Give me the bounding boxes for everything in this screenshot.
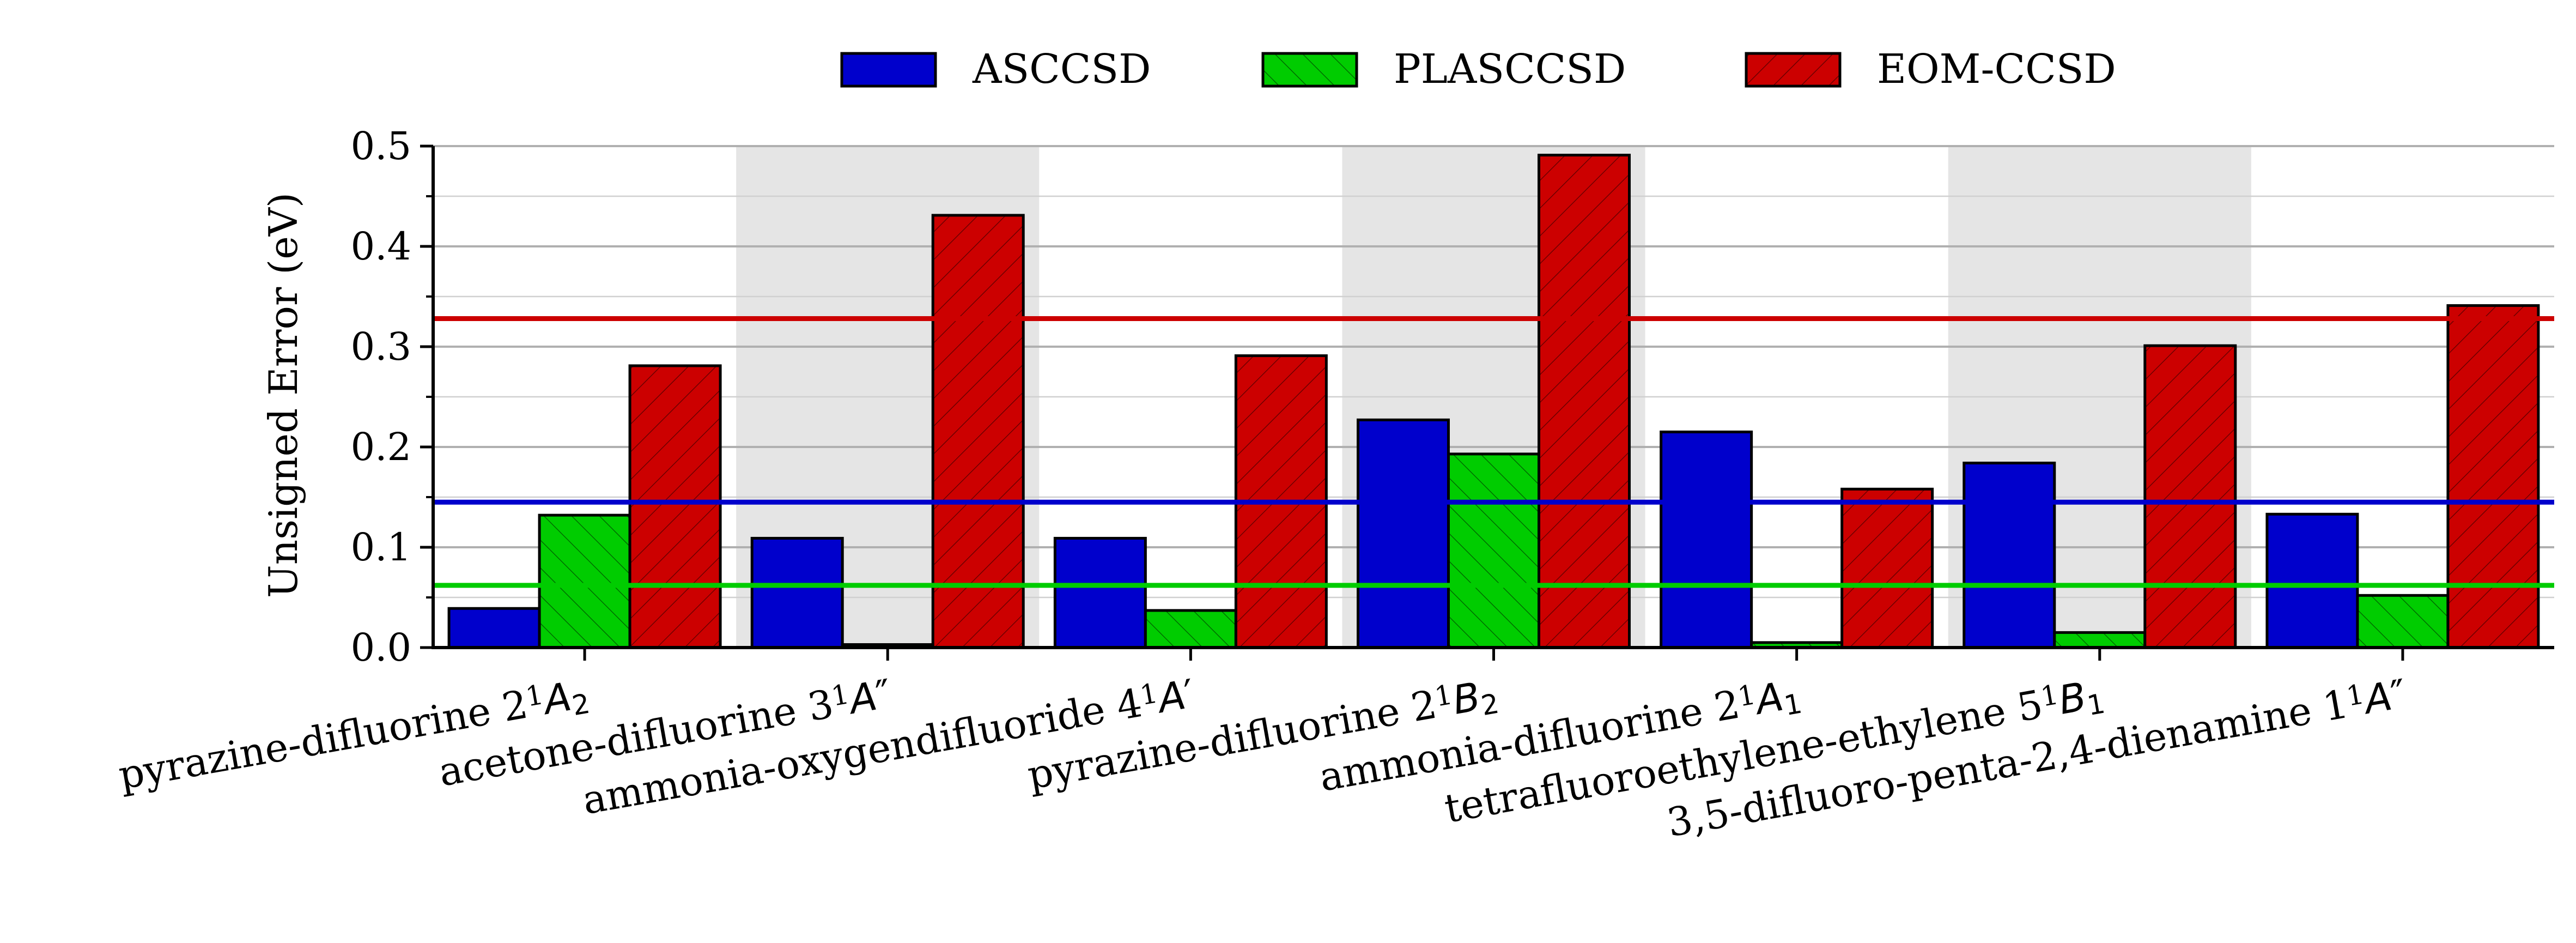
mean-line-layer	[433, 316, 2554, 588]
legend-swatch-asccsd	[840, 52, 937, 88]
bar-hatch	[630, 365, 721, 648]
bar-hatch	[1448, 454, 1539, 648]
legend-swatch-hatch	[1263, 53, 1357, 86]
bar-asccsd	[1357, 418, 1450, 649]
y-tick-label: 0.5	[351, 124, 411, 168]
bar-asccsd	[750, 536, 844, 649]
bar-hatch	[2357, 595, 2448, 648]
bar-asccsd	[2265, 512, 2359, 649]
legend-label: EOM-CCSD	[1877, 46, 2116, 93]
bar-asccsd	[1963, 461, 2056, 649]
bar-hatch	[1842, 489, 1933, 648]
y-axis-title: Unsigned Error (eV)	[260, 192, 306, 598]
y-tick-label: 0.3	[351, 324, 411, 369]
y-tick-label: 0.2	[351, 425, 411, 469]
legend-swatch-hatch	[1746, 53, 1840, 86]
y-tick-label: 0.1	[351, 525, 411, 570]
bar-hatch	[2054, 632, 2145, 648]
bar-hatch	[1539, 155, 1630, 648]
bar-hatch	[1751, 642, 1842, 648]
y-tick-label: 0.4	[351, 224, 411, 269]
bar-asccsd	[447, 607, 541, 649]
bar-asccsd	[1053, 536, 1147, 649]
y-tick-label: 0.0	[351, 625, 411, 670]
legend-label: PLASCCSD	[1394, 46, 1626, 93]
bar-hatch	[2144, 346, 2235, 648]
bar-layer	[447, 154, 2540, 649]
legend-label: ASCCSD	[972, 46, 1151, 93]
bar-hatch	[933, 215, 1024, 648]
bar-hatch	[2447, 305, 2538, 648]
bar-asccsd	[1660, 430, 1753, 649]
legend: ASCCSD PLASCCSD EOM-CCSD	[840, 46, 2116, 93]
bar-hatch	[1145, 610, 1236, 648]
bar-hatch	[539, 515, 630, 648]
